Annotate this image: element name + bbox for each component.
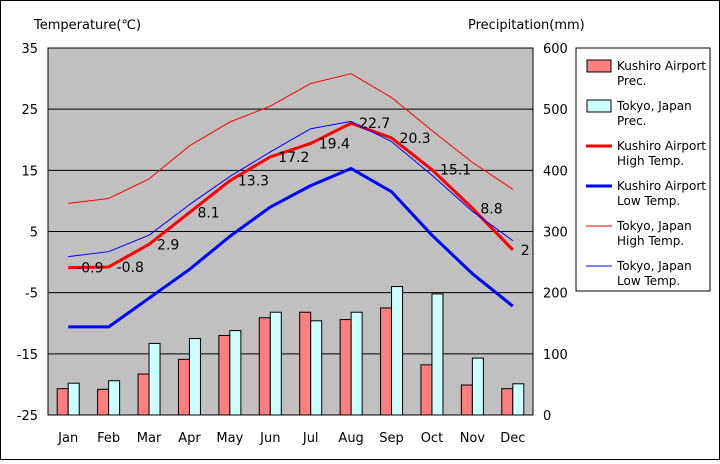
precip-bar: [108, 380, 121, 416]
right-tick-label: 200: [543, 287, 568, 302]
legend-swatch: [586, 59, 612, 73]
data-label: 22.7: [359, 116, 390, 132]
legend-label: Low Temp.: [617, 194, 680, 208]
legend-label: Kushiro Airport: [617, 179, 706, 193]
data-label: 8.1: [197, 206, 219, 222]
precip-bar: [258, 317, 271, 416]
legend-label: Prec.: [617, 114, 647, 128]
legend-swatch: [586, 99, 612, 113]
data-label: 2.9: [157, 237, 179, 253]
x-tick-label: Jul: [302, 431, 319, 446]
x-tick-label: Sep: [379, 431, 404, 446]
precip-bar: [380, 307, 393, 416]
data-label: 8.8: [480, 201, 502, 217]
left-tick-label: 35: [21, 42, 38, 57]
right-tick-label: 0: [543, 409, 551, 424]
legend-label: Low Temp.: [617, 274, 680, 288]
left-tick-label: 5: [30, 226, 38, 241]
right-tick-label: 600: [543, 42, 568, 57]
data-label: -0.9: [76, 261, 103, 277]
precip-bar: [391, 286, 404, 416]
precip-bar: [218, 334, 231, 416]
x-tick-label: Jun: [259, 431, 280, 446]
series-line: [68, 120, 514, 258]
x-tick-label: May: [216, 431, 243, 446]
right-tick-label: 400: [543, 164, 568, 179]
precip-bar: [269, 311, 282, 416]
series-line: [68, 166, 514, 329]
x-tick-label: Oct: [421, 431, 443, 446]
left-axis-title: Temperature(℃): [33, 18, 141, 33]
precip-bar: [229, 330, 242, 416]
right-axis-title: Precipitation(mm): [468, 18, 585, 33]
precip-bar: [137, 373, 150, 416]
legend-label: High Temp.: [617, 234, 684, 248]
precip-bar: [512, 383, 525, 416]
precip-bar: [339, 319, 352, 416]
x-tick-label: Dec: [500, 431, 525, 446]
legend-label: Kushiro Airport: [617, 139, 706, 153]
precip-bar: [420, 364, 433, 416]
precip-bar: [471, 357, 484, 416]
left-tick-label: -25: [17, 409, 38, 424]
data-label: 19.4: [319, 136, 350, 152]
legend-label: Tokyo, Japan: [616, 219, 692, 233]
left-tick-label: -15: [17, 348, 38, 363]
legend-label: Tokyo, Japan: [616, 259, 692, 273]
precip-bar: [299, 311, 312, 416]
precip-bar: [148, 342, 161, 416]
data-label: 15.1: [440, 163, 471, 179]
precip-bar: [67, 382, 80, 416]
precip-bar: [501, 388, 514, 416]
left-tick-label: 25: [21, 103, 38, 118]
data-label: 20.3: [400, 131, 431, 147]
x-tick-label: Apr: [178, 431, 201, 446]
left-tick-label: -5: [25, 287, 38, 302]
legend-label: Kushiro Airport: [617, 59, 706, 73]
data-label: 2: [521, 243, 530, 259]
legend-label: High Temp.: [617, 154, 684, 168]
precip-bar: [460, 384, 473, 416]
data-label: -0.8: [117, 260, 144, 276]
precip-bar: [177, 358, 190, 416]
right-tick-label: 300: [543, 226, 568, 241]
x-tick-label: Mar: [137, 431, 162, 446]
precip-bar: [431, 293, 444, 416]
precip-bar: [350, 311, 363, 416]
right-tick-label: 100: [543, 348, 568, 363]
precip-bar: [310, 320, 323, 416]
legend-label: Tokyo, Japan: [616, 99, 692, 113]
x-tick-label: Nov: [460, 431, 486, 446]
series-line: [68, 121, 514, 270]
legend-label: Prec.: [617, 74, 647, 88]
x-tick-label: Jan: [57, 431, 78, 446]
series-line: [68, 73, 514, 204]
right-tick-label: 500: [543, 103, 568, 118]
precip-bar: [56, 388, 69, 416]
data-label: 17.2: [278, 150, 309, 166]
data-label: 13.3: [238, 174, 269, 190]
left-tick-label: 15: [21, 164, 38, 179]
legend-box: [575, 47, 711, 292]
x-tick-label: Feb: [97, 431, 120, 446]
plot-area: 35 25 15 5 -5 -15 -25 600 500 400 300 200 100 0 Jan Feb…: [17, 42, 568, 446]
x-tick-label: Aug: [338, 431, 363, 446]
precip-bar: [97, 388, 110, 416]
precip-bar: [188, 338, 201, 416]
